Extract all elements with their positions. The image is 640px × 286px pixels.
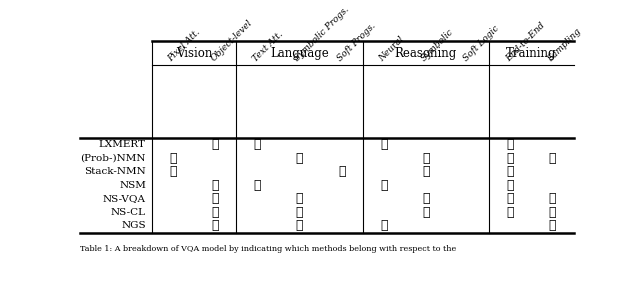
Text: ✓: ✓ [506, 138, 514, 151]
Text: ✓: ✓ [169, 165, 177, 178]
Text: NS-CL: NS-CL [111, 208, 146, 217]
Text: NGS: NGS [122, 221, 146, 230]
Text: NSM: NSM [119, 181, 146, 190]
Text: LXMERT: LXMERT [99, 140, 146, 149]
Text: ✓: ✓ [253, 138, 261, 151]
Text: ✓: ✓ [422, 165, 429, 178]
Text: Text Att.: Text Att. [251, 29, 285, 63]
Text: Table 1: A breakdown of VQA model by indicating which methods belong with respec: Table 1: A breakdown of VQA model by ind… [80, 245, 456, 253]
Text: ✓: ✓ [296, 219, 303, 232]
Text: Object-level: Object-level [209, 18, 253, 63]
Text: ✓: ✓ [548, 219, 556, 232]
Text: ✓: ✓ [380, 138, 388, 151]
Text: ✓: ✓ [380, 179, 388, 192]
Text: ✓: ✓ [211, 206, 219, 219]
Text: (Prob-)NMN: (Prob-)NMN [81, 154, 146, 163]
Text: ✓: ✓ [211, 192, 219, 205]
Text: ✓: ✓ [296, 206, 303, 219]
Text: ✓: ✓ [380, 219, 388, 232]
Text: ✓: ✓ [338, 165, 346, 178]
Text: ✓: ✓ [211, 179, 219, 192]
Text: End-to-End: End-to-End [504, 20, 547, 63]
Text: ✓: ✓ [506, 152, 514, 165]
Text: Training: Training [506, 47, 557, 59]
Text: Language: Language [270, 47, 329, 59]
Text: Sampling: Sampling [546, 26, 583, 63]
Text: ✓: ✓ [296, 152, 303, 165]
Text: Symbolic: Symbolic [420, 27, 456, 63]
Text: ✓: ✓ [211, 138, 219, 151]
Text: ✓: ✓ [548, 192, 556, 205]
Text: ✓: ✓ [506, 165, 514, 178]
Text: Neural: Neural [378, 34, 406, 63]
Text: Vision: Vision [176, 47, 212, 59]
Text: Symbolic Progs.: Symbolic Progs. [293, 5, 351, 63]
Text: ✓: ✓ [422, 206, 429, 219]
Text: ✓: ✓ [169, 152, 177, 165]
Text: Soft Logic: Soft Logic [461, 24, 501, 63]
Text: Soft Progs.: Soft Progs. [335, 21, 377, 63]
Text: ✓: ✓ [296, 192, 303, 205]
Text: ✓: ✓ [548, 206, 556, 219]
Text: ✓: ✓ [506, 206, 514, 219]
Text: ✓: ✓ [422, 152, 429, 165]
Text: Reasoning: Reasoning [395, 47, 457, 59]
Text: Pixel Att.: Pixel Att. [166, 27, 202, 63]
Text: ✓: ✓ [506, 179, 514, 192]
Text: ✓: ✓ [211, 219, 219, 232]
Text: ✓: ✓ [422, 192, 429, 205]
Text: ✓: ✓ [548, 152, 556, 165]
Text: NS-VQA: NS-VQA [103, 194, 146, 203]
Text: ✓: ✓ [253, 179, 261, 192]
Text: Stack-NMN: Stack-NMN [84, 167, 146, 176]
Text: ✓: ✓ [506, 192, 514, 205]
